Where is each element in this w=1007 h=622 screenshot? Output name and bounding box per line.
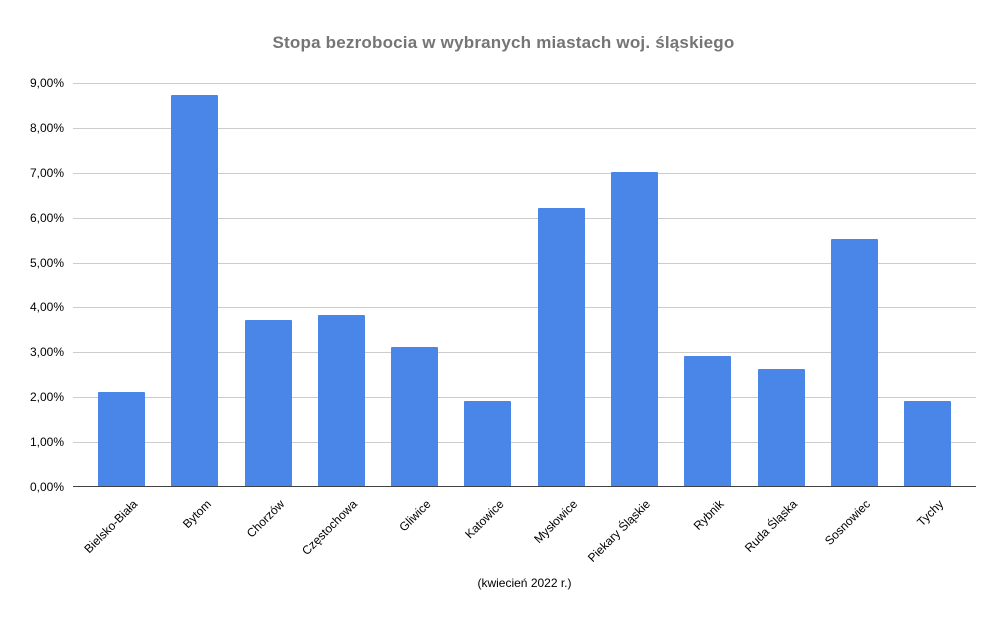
y-tick-label: 0,00% bbox=[29, 480, 64, 494]
chart-title: Stopa bezrobocia w wybranych miastach wo… bbox=[272, 33, 735, 52]
bar bbox=[391, 346, 439, 486]
gridline bbox=[73, 217, 976, 219]
gridline bbox=[73, 262, 976, 264]
gridline bbox=[73, 127, 976, 129]
x-axis-label: Tychy bbox=[914, 497, 947, 530]
bar bbox=[830, 239, 878, 486]
x-axis-label: Bytom bbox=[179, 497, 214, 531]
bar bbox=[464, 400, 512, 486]
x-axis-label: Piekary Śląskie bbox=[585, 497, 654, 565]
bar bbox=[171, 95, 219, 486]
y-tick-label: 7,00% bbox=[29, 165, 64, 180]
x-axis-label: Chorzów bbox=[243, 497, 287, 541]
y-tick-label: 6,00% bbox=[29, 210, 64, 225]
chart-caption: (kwiecień 2022 r.) bbox=[477, 576, 572, 590]
bar bbox=[244, 319, 292, 486]
x-axis-line bbox=[73, 486, 976, 487]
bar bbox=[684, 355, 732, 486]
x-axis-label: Bielsko-Biała bbox=[81, 497, 141, 556]
y-tick-label: 8,00% bbox=[29, 120, 64, 135]
bar bbox=[97, 391, 145, 486]
y-tick-label: 1,00% bbox=[29, 435, 64, 450]
y-tick-label: 3,00% bbox=[29, 345, 64, 360]
x-axis-label: Sosnowiec bbox=[822, 497, 874, 548]
bar bbox=[611, 171, 658, 486]
x-axis-label: Ruda Śląska bbox=[741, 497, 801, 556]
x-axis-label: Częstochowa bbox=[299, 497, 361, 558]
x-axis-label: Gliwice bbox=[396, 497, 434, 535]
bar bbox=[537, 207, 585, 486]
gridline bbox=[73, 83, 976, 84]
x-axis-label: Rybnik bbox=[690, 497, 727, 533]
gridline bbox=[73, 352, 976, 354]
gridline bbox=[73, 172, 976, 174]
x-axis-label: Mysłowice bbox=[531, 497, 581, 547]
y-axis-labels: 0,00% 1,00% 2,00% 3,00% 4,00% 5,00% 6,00% 7,00%… bbox=[0, 0, 64, 622]
bar bbox=[317, 315, 365, 486]
gridline bbox=[73, 307, 976, 309]
y-tick-label: 2,00% bbox=[29, 390, 64, 405]
plot-area bbox=[73, 83, 976, 487]
gridline bbox=[73, 397, 976, 399]
bar bbox=[757, 369, 805, 486]
y-tick-label: 4,00% bbox=[29, 300, 64, 315]
bar bbox=[904, 400, 952, 486]
x-axis-label: Katowice bbox=[462, 497, 507, 542]
gridline bbox=[73, 442, 976, 444]
y-tick-label: 9,00% bbox=[29, 76, 64, 90]
y-tick-label: 5,00% bbox=[29, 255, 64, 270]
